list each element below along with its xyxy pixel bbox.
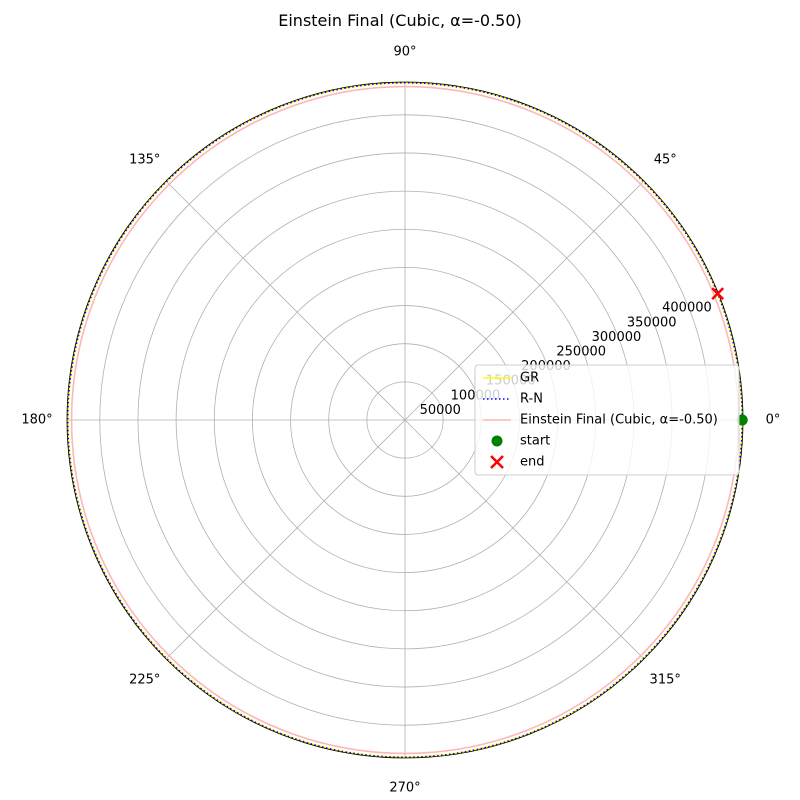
legend-label: Einstein Final (Cubic, α=-0.50) [520, 413, 718, 428]
legend-label: R-N [520, 392, 543, 407]
legend-label: end [520, 455, 545, 470]
legend: GR R-N Einstein Final (Cubic, α=-0.50) star… [474, 364, 740, 476]
radial-tick-label: 250000 [556, 345, 606, 360]
angle-tick-label: 180° [21, 413, 52, 428]
angular-gridline [165, 419, 406, 660]
angular-gridline [165, 180, 406, 421]
angle-tick-label: 270° [389, 781, 420, 796]
legend-label: GR [520, 371, 539, 386]
angle-tick-label: 90° [393, 45, 416, 60]
end-marker-stroke [711, 287, 725, 301]
radial-tick-label: 400000 [662, 301, 712, 316]
angle-tick-label: 315° [650, 673, 681, 688]
angle-tick-label: 45° [654, 152, 677, 167]
chart-title: Einstein Final (Cubic, α=-0.50) [278, 11, 522, 30]
angle-tick-label: 0° [766, 413, 781, 428]
radial-tick-label: 50000 [420, 403, 461, 418]
radial-tick-label: 350000 [627, 315, 677, 330]
angle-tick-label: 225° [129, 673, 160, 688]
legend-label: start [520, 434, 550, 449]
angle-tick-label: 135° [129, 152, 160, 167]
legend-box [474, 364, 740, 476]
radial-tick-label: 300000 [592, 330, 642, 345]
legend-handle-start [491, 435, 503, 447]
angular-gridline [404, 419, 645, 660]
angular-gridline [404, 180, 645, 421]
legend-handle-end [490, 455, 504, 469]
end-marker [711, 287, 725, 301]
